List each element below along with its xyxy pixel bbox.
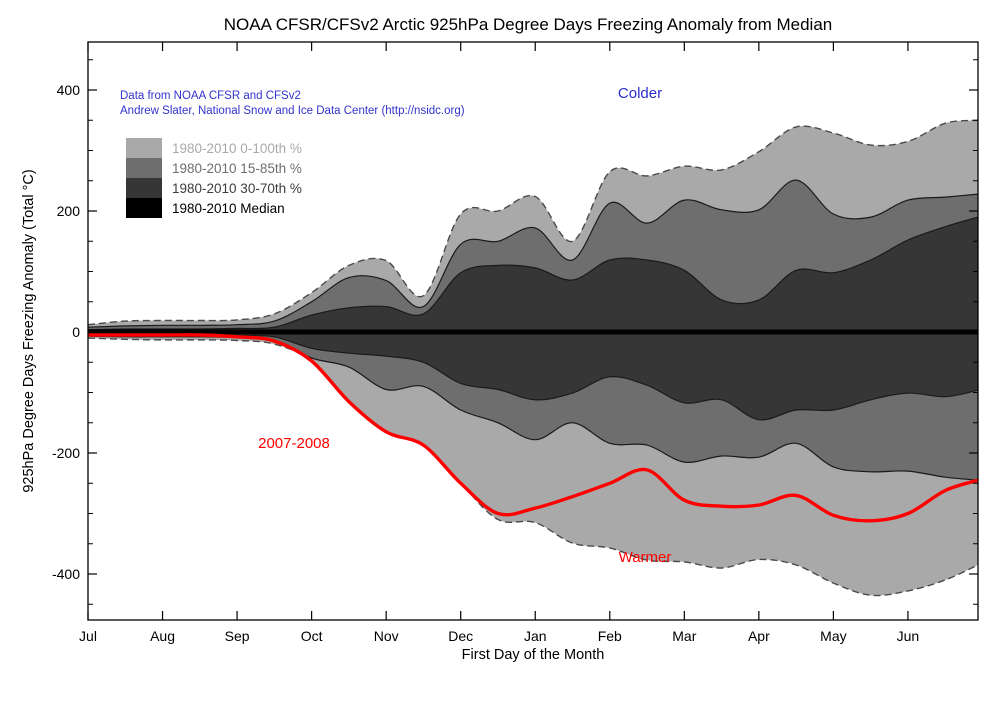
y-tick-label: 400 [57,82,81,98]
x-tick-label: Jun [897,628,920,644]
tick-labels-group: Jul Aug Sep Oct Nov Dec Jan Feb Mar Apr May Jun 400 2… [52,82,919,644]
legend-swatch-median [126,198,162,218]
x-tick-label: Nov [374,628,399,644]
warmer-annotation: Warmer [619,549,672,566]
legend-swatch-0-100 [126,138,162,158]
legend-label-30-70: 1980-2010 30-70th % [172,181,302,196]
y-tick-label: -400 [52,566,80,582]
legend-label-median: 1980-2010 Median [172,201,285,216]
legend-label-0-100: 1980-2010 0-100th % [172,141,302,156]
x-tick-label: Dec [448,628,473,644]
band-lower-edge-0-100th [88,337,978,597]
percentile-bands-group [88,119,978,597]
colder-annotation: Colder [618,85,662,102]
x-tick-label: Sep [225,628,250,644]
y-axis-label: 925hPa Degree Days Freezing Anomaly (Tot… [21,169,37,492]
plot-border [87,41,979,621]
chart-title: NOAA CFSR/CFSv2 Arctic 925hPa Degree Day… [224,15,832,34]
y-tick-label: 200 [57,203,81,219]
x-tick-label: Oct [301,628,323,644]
x-tick-label: Mar [672,628,696,644]
legend: 1980-2010 0-100th % 1980-2010 15-85th % … [126,138,302,218]
band-upper-edge-30-70th [88,216,978,331]
credit-line-1: Data from NOAA CFSR and CFSv2 [120,90,301,102]
x-axis-label: First Day of the Month [462,647,605,663]
x-tick-label: Jul [79,628,97,644]
y-tick-label: 0 [72,324,80,340]
legend-label-15-85: 1980-2010 15-85th % [172,161,302,176]
axes-group [87,41,979,621]
band-upper-edge-0-100th [88,119,978,326]
percentile-band-30-70th [88,217,978,420]
record-year-line [88,333,978,523]
y-tick-label: -200 [52,445,80,461]
legend-swatch-15-85 [126,158,162,178]
legend-swatch-30-70 [126,178,162,198]
x-tick-label: Jan [524,628,547,644]
band-upper-edge-15-85th [88,179,978,328]
record-year-annotation: 2007-2008 [258,435,330,452]
x-tick-label: Feb [598,628,622,644]
credit-line-2: Andrew Slater, National Snow and Ice Dat… [120,105,465,117]
x-tick-label: Apr [748,628,770,644]
x-tick-label: May [820,628,846,644]
x-tick-label: Aug [150,628,175,644]
